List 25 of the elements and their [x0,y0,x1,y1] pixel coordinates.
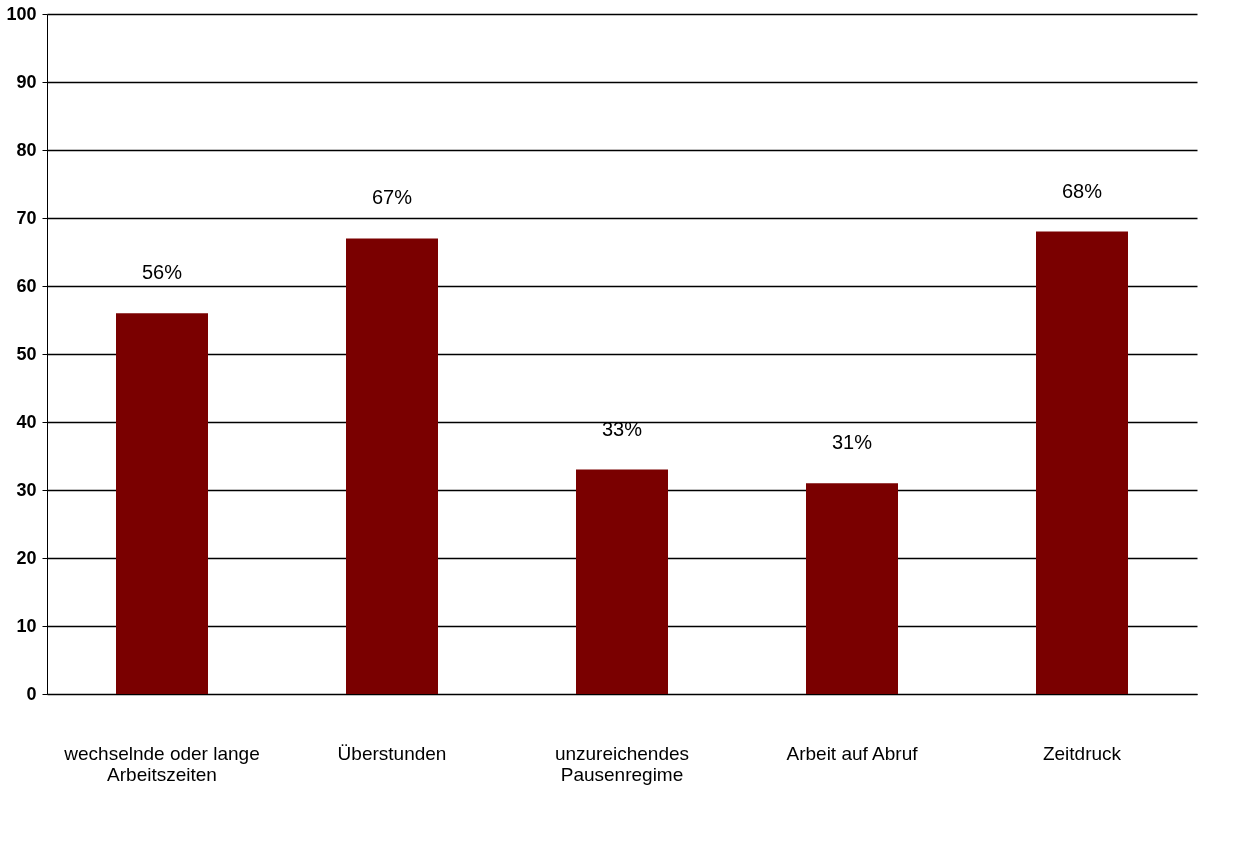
y-tick-label: 90 [16,71,37,92]
bar [806,483,898,694]
data-label: 56% [141,261,183,284]
x-tick-label: Zeitdruck [1042,742,1122,764]
y-tick-label: 50 [16,343,37,364]
y-tick-label: 10 [16,615,37,636]
x-tick-label: unzureichendes Pausenregime [554,742,690,785]
bar [346,238,438,694]
data-label: 31% [831,431,873,454]
x-tick-label: Arbeit auf Abruf [786,742,919,764]
y-tick-label: 60 [16,275,37,296]
y-tick-label: 30 [16,479,37,500]
y-tick-label: 100 [6,3,37,24]
bar [116,313,208,694]
data-label: 68% [1061,179,1103,202]
data-label: 67% [371,186,413,209]
x-tick-label: wechselnde oder lange Arbeitszeiten [63,742,260,785]
bar [1036,231,1128,694]
y-tick-label: 70 [16,207,37,228]
bar [576,469,668,694]
y-tick-label: 20 [16,547,37,568]
y-tick-label: 40 [16,411,37,432]
y-tick-label: 0 [26,683,37,704]
x-tick-label: Überstunden [337,742,447,764]
y-tick-label: 80 [16,139,37,160]
